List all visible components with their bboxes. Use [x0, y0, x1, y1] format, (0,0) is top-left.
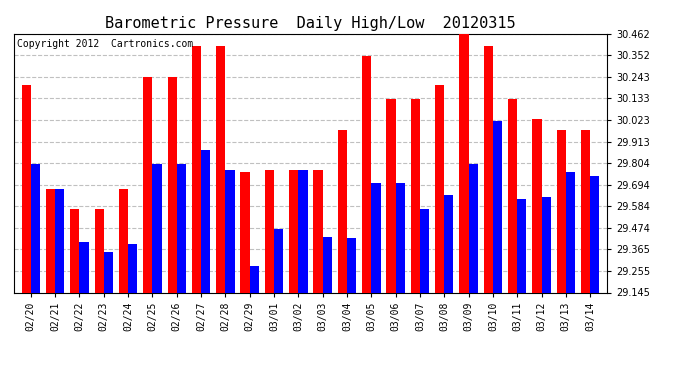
Bar — [79, 242, 89, 292]
Bar — [250, 266, 259, 292]
Bar — [128, 244, 137, 292]
Bar — [192, 46, 201, 292]
Bar — [31, 164, 40, 292]
Title: Barometric Pressure  Daily High/Low  20120315: Barometric Pressure Daily High/Low 20120… — [105, 16, 516, 31]
Bar — [362, 56, 371, 292]
Bar — [435, 85, 444, 292]
Bar — [557, 130, 566, 292]
Bar — [152, 164, 161, 292]
Bar — [240, 172, 250, 292]
Bar — [226, 170, 235, 292]
Bar — [566, 172, 575, 292]
Bar — [484, 46, 493, 292]
Bar — [95, 209, 103, 292]
Bar — [395, 183, 405, 292]
Bar — [298, 170, 308, 292]
Bar — [460, 34, 469, 292]
Bar — [532, 118, 542, 292]
Bar — [386, 99, 395, 292]
Bar — [168, 77, 177, 292]
Bar — [420, 209, 429, 292]
Bar — [289, 170, 298, 292]
Bar — [70, 209, 79, 292]
Bar — [265, 170, 274, 292]
Bar — [590, 176, 600, 292]
Bar — [493, 121, 502, 292]
Bar — [216, 46, 226, 292]
Bar — [46, 189, 55, 292]
Bar — [323, 237, 332, 292]
Bar — [104, 252, 113, 292]
Bar — [411, 99, 420, 292]
Bar — [508, 99, 518, 292]
Bar — [201, 150, 210, 292]
Bar — [542, 197, 551, 292]
Bar — [444, 195, 453, 292]
Bar — [313, 170, 323, 292]
Bar — [55, 189, 64, 292]
Bar — [518, 199, 526, 292]
Bar — [371, 183, 381, 292]
Bar — [581, 130, 590, 292]
Bar — [21, 85, 31, 292]
Bar — [347, 238, 356, 292]
Bar — [274, 229, 284, 292]
Bar — [119, 189, 128, 292]
Bar — [177, 164, 186, 292]
Text: Copyright 2012  Cartronics.com: Copyright 2012 Cartronics.com — [17, 39, 193, 49]
Bar — [144, 77, 152, 292]
Bar — [337, 130, 347, 292]
Bar — [469, 164, 477, 292]
